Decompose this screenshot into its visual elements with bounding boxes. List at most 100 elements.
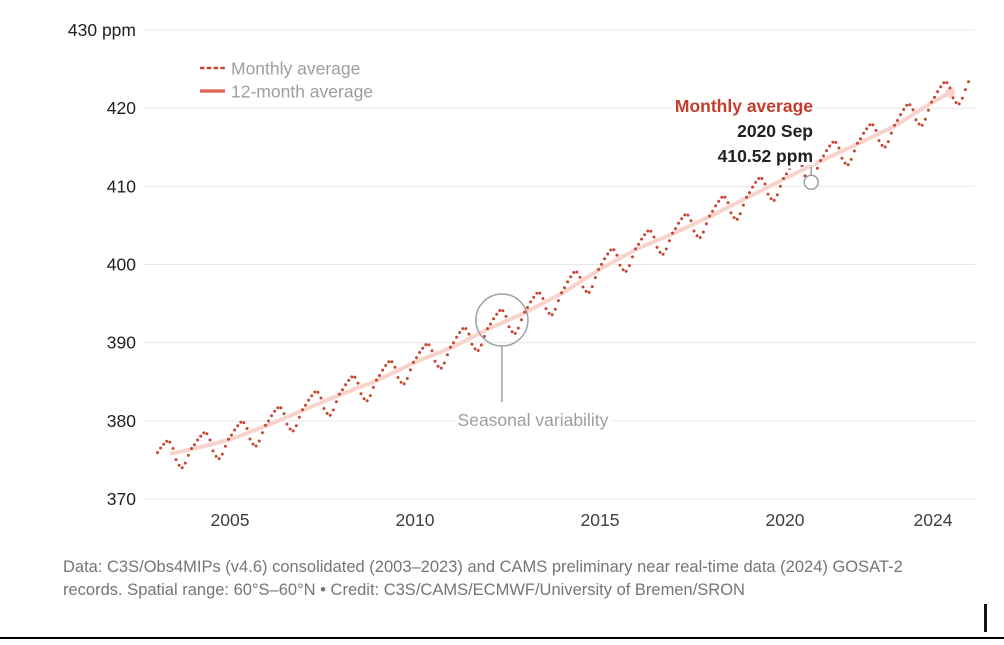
- monthly-dot: [371, 385, 375, 389]
- highlighted-point-marker[interactable]: [803, 174, 819, 191]
- monthly-dot: [745, 195, 748, 199]
- monthly-dot: [683, 213, 687, 217]
- monthly-average-dots: [156, 80, 970, 470]
- monthly-dot: [310, 394, 314, 398]
- monthly-dot: [597, 267, 600, 271]
- monthly-dot: [717, 199, 721, 203]
- x-tick-label: 2020: [766, 510, 805, 530]
- point-annotation-date: 2020 Sep: [737, 121, 813, 141]
- monthly-dot: [375, 378, 378, 382]
- monthly-dot: [223, 444, 227, 448]
- monthly-dot: [905, 103, 909, 107]
- x-tick-label: 2015: [581, 510, 620, 530]
- monthly-dot: [772, 198, 776, 202]
- monthly-dot: [831, 140, 835, 144]
- monthly-dot: [421, 346, 425, 350]
- monthly-dot: [489, 322, 492, 326]
- monthly-dot: [270, 414, 274, 418]
- monthly-dot: [960, 96, 964, 100]
- monthly-dot: [541, 297, 545, 300]
- monthly-dot: [495, 312, 499, 316]
- monthly-dot: [307, 398, 311, 402]
- monthly-dot: [461, 327, 465, 331]
- y-tick-label: 410: [107, 176, 136, 196]
- monthly-dot: [686, 213, 690, 217]
- monthly-dot: [338, 392, 341, 396]
- monthly-dot: [766, 192, 770, 196]
- monthly-dot: [738, 212, 742, 216]
- monthly-dot: [708, 214, 711, 218]
- point-annotation-value: 410.52 ppm: [718, 146, 813, 166]
- monthly-dot: [177, 463, 181, 467]
- monthly-dot: [439, 366, 443, 370]
- monthly-dot: [445, 353, 449, 357]
- monthly-dot: [655, 245, 659, 249]
- monthly-dot: [347, 378, 351, 382]
- monthly-dot: [331, 408, 335, 412]
- monthly-dot: [754, 180, 758, 184]
- monthly-dot: [852, 149, 856, 153]
- monthly-dot: [319, 396, 323, 400]
- monthly-dot: [473, 347, 477, 351]
- monthly-dot: [590, 285, 594, 289]
- monthly-dot: [939, 85, 943, 89]
- monthly-dot: [436, 364, 440, 368]
- monthly-dot: [482, 334, 486, 338]
- seasonal-variability-label: Seasonal variability: [458, 410, 609, 430]
- monthly-dot: [344, 383, 348, 387]
- text-cursor[interactable]: [984, 604, 987, 632]
- monthly-dot: [523, 310, 526, 314]
- monthly-dot: [513, 331, 517, 335]
- monthly-dot: [704, 222, 708, 226]
- y-tick-label: 380: [107, 411, 136, 431]
- monthly-dot: [815, 166, 819, 170]
- monthly-dot: [612, 248, 616, 252]
- monthly-dot: [180, 466, 184, 470]
- monthly-dot: [689, 219, 693, 223]
- monthly-dot: [926, 108, 930, 112]
- monthly-dot: [862, 131, 866, 135]
- monthly-dot: [674, 227, 677, 231]
- monthly-dot: [618, 263, 622, 267]
- monthly-dot: [550, 313, 554, 317]
- monthly-dot: [646, 229, 650, 233]
- monthly-dot: [566, 280, 570, 284]
- monthly-dot: [279, 406, 283, 410]
- monthly-dot: [874, 128, 878, 132]
- co2-concentration-chart: 370 380 390 400 410 420 430 ppm 2005 2010 2015 202…: [68, 20, 975, 530]
- monthly-dot: [695, 234, 699, 238]
- monthly-dot: [880, 143, 884, 147]
- monthly-dot: [547, 311, 551, 315]
- monthly-dot: [634, 247, 637, 251]
- monthly-dot: [288, 427, 292, 431]
- monthly-dot: [285, 422, 289, 426]
- monthly-dot: [649, 229, 653, 233]
- monthly-dot: [560, 291, 563, 295]
- monthly-dot: [714, 204, 718, 208]
- monthly-dot: [723, 195, 727, 199]
- x-tick-label: 2024: [914, 510, 953, 530]
- monthly-dot: [430, 349, 434, 353]
- legend-label-12-month-average[interactable]: 12-month average: [231, 82, 373, 102]
- monthly-dot: [856, 141, 859, 145]
- monthly-dot: [680, 217, 684, 221]
- monthly-dot: [365, 399, 369, 403]
- monthly-dot: [563, 286, 566, 290]
- monthly-dot: [412, 360, 415, 364]
- monthly-dot: [893, 123, 896, 127]
- monthly-dot: [643, 233, 647, 237]
- monthly-dot: [186, 453, 190, 457]
- y-tick-label: 370: [107, 489, 136, 509]
- monthly-dot: [967, 80, 970, 84]
- monthly-dot: [396, 376, 400, 379]
- monthly-dot: [190, 447, 193, 450]
- monthly-dot: [171, 447, 175, 450]
- monthly-dot: [418, 351, 422, 354]
- point-annotation-series-label: Monthly average: [675, 96, 813, 116]
- monthly-dot: [889, 131, 893, 135]
- legend-label-monthly-average[interactable]: Monthly average: [231, 59, 360, 79]
- monthly-dot: [214, 454, 218, 458]
- monthly-dot: [908, 103, 912, 107]
- monthly-dot: [865, 127, 869, 131]
- monthly-dot: [227, 437, 230, 441]
